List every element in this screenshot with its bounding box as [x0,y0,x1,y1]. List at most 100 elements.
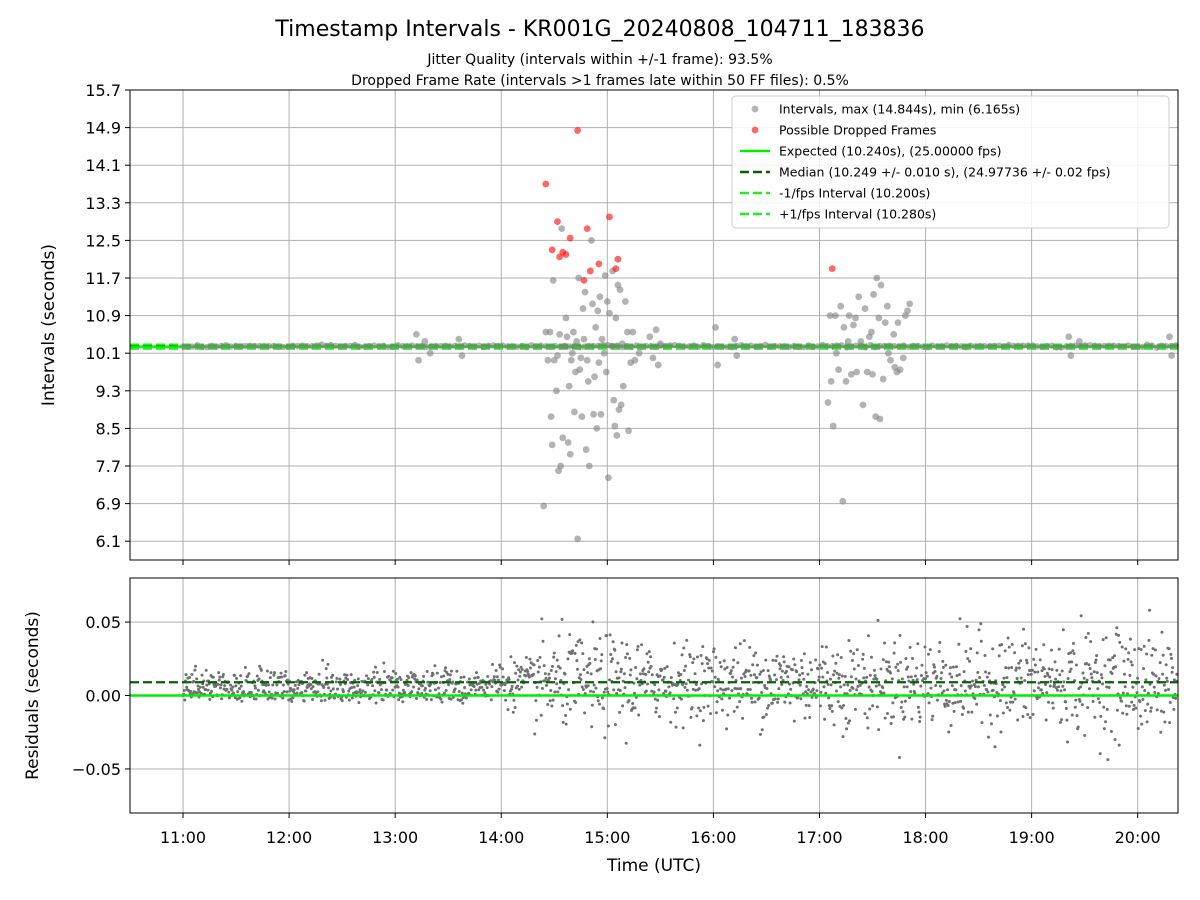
residual-point [871,704,875,708]
residual-point [1089,640,1093,644]
residual-point [1171,696,1175,700]
residual-point [552,651,556,655]
residual-point [1170,670,1174,674]
residual-point [573,651,577,655]
residual-point [532,663,536,667]
residual-point [799,697,803,701]
interval-point [246,342,254,350]
residual-point [731,665,735,669]
x-tick-label: 13:00 [372,828,418,847]
residual-point [1091,700,1095,704]
residual-point [232,691,236,695]
residual-point [426,680,430,684]
residual-point [644,689,648,693]
interval-point [289,342,297,349]
residual-point [349,673,353,677]
residual-point [1152,685,1156,689]
residual-point [744,668,748,672]
residual-point [987,735,991,739]
interval-point [881,319,889,327]
residual-point [1160,630,1164,634]
residual-point [867,685,871,689]
residual-point [271,683,275,687]
residual-point [524,655,528,659]
interval-point [712,323,719,331]
residual-point [350,696,354,700]
interval-point [1168,352,1176,359]
residual-point [1041,691,1045,695]
residual-point [559,678,563,682]
residual-point [887,665,891,669]
residual-point [1126,657,1130,661]
residual-point [654,710,658,714]
residual-point [645,652,649,656]
interval-point [611,422,619,430]
interval-point [886,342,893,349]
legend-label: Intervals, max (14.844s), min (6.165s) [779,102,1020,117]
residual-point [698,743,702,747]
interval-point [547,413,555,421]
residual-point [701,719,705,723]
interval-point [1067,352,1075,359]
residual-point [957,642,961,646]
interval-point [576,366,584,374]
interval-point [596,293,604,301]
residual-point [564,722,568,726]
interval-point [1067,342,1075,350]
interval-point [455,335,463,343]
interval-point [576,343,583,351]
residual-point [1025,661,1029,665]
residual-point [819,690,823,694]
interval-point [588,237,595,244]
residual-point [1068,651,1072,655]
residual-point [1165,676,1169,680]
residual-point [640,643,644,647]
residual-point [706,704,710,708]
legend-label: -1/fps Interval (10.200s) [779,186,930,201]
residual-point [217,671,221,675]
residual-point [194,664,198,668]
residual-point [1138,700,1142,704]
interval-point [1081,342,1089,349]
residual-point [568,633,572,637]
interval-point [549,276,557,284]
residual-point [1124,647,1128,651]
residual-point [638,672,642,676]
residual-point [1101,638,1105,642]
residual-point [218,675,222,679]
residual-point [1144,678,1148,682]
residual-point [849,649,853,653]
residual-point [529,666,533,670]
interval-point [610,396,618,404]
residual-point [1059,689,1063,693]
residual-point [738,642,742,646]
residual-point [370,677,374,681]
residual-point [1061,684,1065,688]
residual-point [195,691,199,695]
interval-point [232,342,239,350]
residual-point [962,706,966,710]
residual-point [1078,699,1082,703]
residual-point [991,647,995,651]
residual-point [941,659,945,663]
residual-point [719,665,723,669]
residual-point [280,675,284,679]
interval-point [863,368,871,376]
residual-point [501,667,505,671]
residual-point [183,698,187,702]
residual-point [599,659,603,663]
residual-point [868,707,872,711]
intervals-panel: 6.1 6.9 7.7 8.5 9.3 10.1 10.9 11.7 12.5 13.3 14.1 1… [39,81,1180,565]
residual-point [837,673,841,677]
residual-point [556,690,560,694]
interval-point [394,342,402,349]
residual-point [398,675,402,679]
intervals-y-ticks: 6.1 6.9 7.7 8.5 9.3 10.1 10.9 11.7 12.5 13.3 14.1 1… [85,81,130,551]
interval-point [1029,342,1036,349]
residual-point [874,684,878,688]
residual-point [869,655,873,659]
residual-point [650,689,654,693]
residual-point [969,684,973,688]
residual-point [1072,652,1076,656]
residual-point [605,687,609,691]
